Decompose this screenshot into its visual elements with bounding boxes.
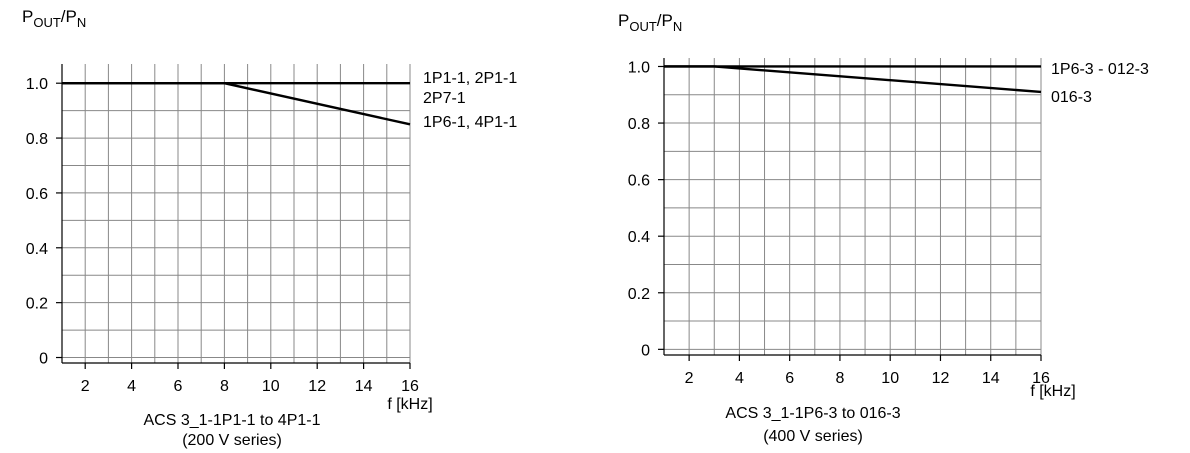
y-axis-label-text: /P (61, 7, 77, 26)
x-tick-label: 8 (835, 370, 844, 387)
chart-caption: ACS 3_1-1P6-3 to 016-3 (725, 405, 900, 422)
x-tick-label: 12 (932, 370, 950, 387)
series-label: 1P6-3 - 012-3 (1051, 61, 1149, 78)
x-tick-label: 16 (401, 378, 419, 395)
x-tick-label: 14 (982, 370, 1000, 387)
y-tick-label: 0.4 (26, 241, 48, 258)
y-tick-label: 0.8 (628, 116, 650, 133)
x-tick-label: 8 (220, 378, 229, 395)
x-tick-label: 2 (685, 370, 694, 387)
series-label: 1P1-1, 2P1-1 (423, 70, 517, 87)
series-label: 016-3 (1051, 89, 1092, 106)
y-axis-label-subscript: OUT (629, 19, 657, 34)
y-tick-label: 1.0 (26, 76, 48, 93)
chart-2: 0 0.2 0.4 0.6 0.8 1.0 2 4 6 8 10 12 14 16 1P6-3 - 012-… (618, 11, 1149, 445)
y-axis-label-subscript: N (77, 15, 86, 30)
chart-caption: ACS 3_1-1P1-1 to 4P1-1 (144, 412, 321, 429)
y-tick-label: 0.8 (26, 131, 48, 148)
y-tick-label: 0.4 (628, 229, 650, 246)
y-axis-label: POUT/PN (618, 11, 682, 34)
y-tick-label: 0.2 (26, 296, 48, 313)
series-line-2 (664, 65, 1042, 94)
y-axis-label-subscript: OUT (33, 15, 61, 30)
x-axis-label: f [kHz] (387, 396, 432, 413)
x-tick-label: 10 (262, 378, 280, 395)
x-tick-label: 6 (785, 370, 794, 387)
series-label: 1P6-1, 4P1-1 (423, 114, 517, 131)
chart-caption: (200 V series) (182, 432, 282, 449)
x-tick-label: 4 (127, 378, 136, 395)
series-label: 2P7-1 (423, 90, 466, 107)
x-tick-label: 2 (81, 378, 90, 395)
series-line-2 (62, 82, 411, 126)
y-tick-label: 0.2 (628, 286, 650, 303)
y-tick-label: 1.0 (628, 59, 650, 76)
y-axis-label-text: /P (657, 11, 673, 30)
x-tick-label: 6 (174, 378, 183, 395)
y-axis-label-subscript: N (673, 19, 682, 34)
y-axis-label-text: P (22, 7, 33, 26)
y-tick-label: 0.6 (628, 173, 650, 190)
chart-1: 0 0.2 0.4 0.6 0.8 1.0 2 4 6 8 10 12 14 16 1P1-1, 2P1-1… (22, 7, 517, 449)
x-tick-label: 4 (735, 370, 744, 387)
x-tick-label: 10 (881, 370, 899, 387)
y-tick-label: 0 (641, 342, 650, 359)
y-axis-label: POUT/PN (22, 7, 86, 30)
y-axis-label-text: P (618, 11, 629, 30)
x-tick-label: 12 (308, 378, 326, 395)
chart-caption: (400 V series) (763, 428, 863, 445)
x-tick-label: 14 (355, 378, 373, 395)
y-tick-label: 0 (39, 351, 48, 368)
y-tick-label: 0.6 (26, 186, 48, 203)
x-axis-label: f [kHz] (1030, 383, 1075, 400)
x-tick-label: 16 (1032, 370, 1050, 387)
